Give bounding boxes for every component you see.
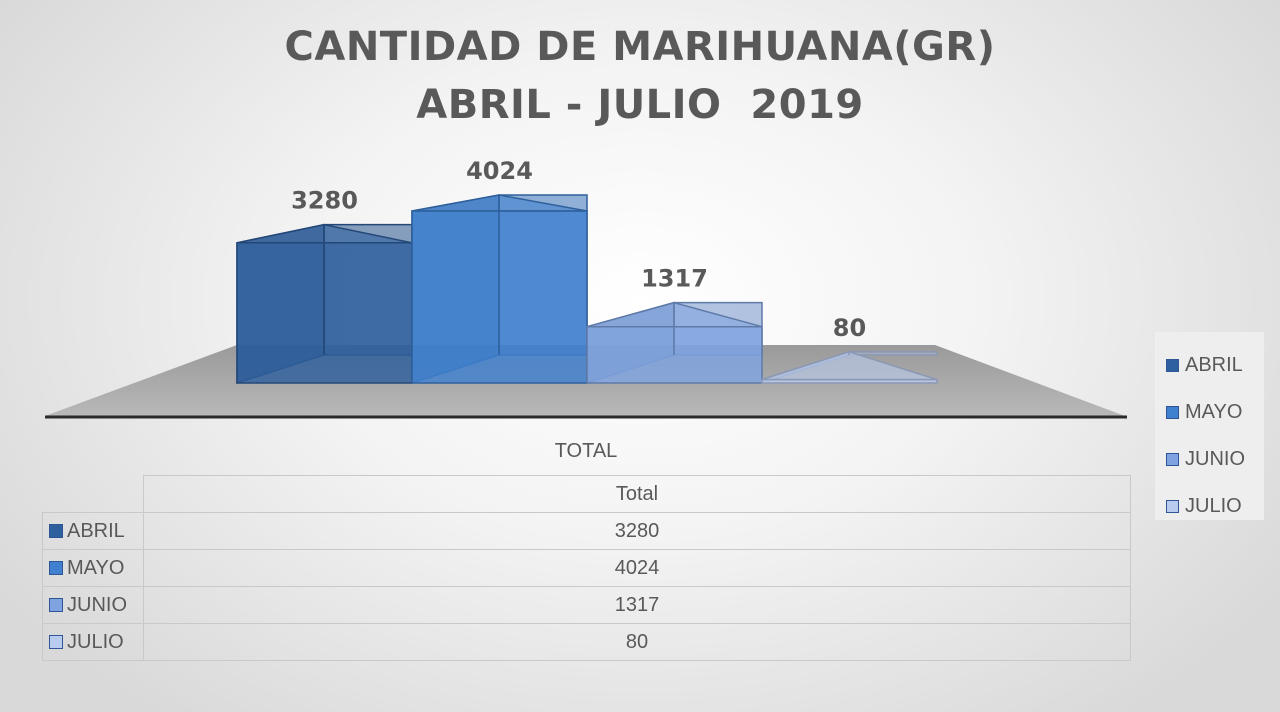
- data-table: Total ABRIL 3280 MAYO 4024 JUNIO 1317 JULIO 80: [42, 475, 1131, 661]
- legend-label: MAYO: [1185, 401, 1243, 423]
- table-row-label: JUNIO: [67, 593, 127, 616]
- table-row-header: MAYO: [42, 549, 144, 587]
- chart-title-line-1: CANTIDAD DE MARIHUANA(GR): [284, 24, 996, 70]
- table-legend-key: [49, 635, 63, 649]
- table-row-header: JUNIO: [42, 586, 144, 624]
- table-corner-cell: [43, 476, 144, 513]
- legend-label: JUNIO: [1185, 448, 1245, 470]
- legend-item-mayo: MAYO: [1155, 389, 1264, 436]
- x-axis-category-label: TOTAL: [555, 440, 618, 462]
- table-legend-key: [49, 598, 63, 612]
- legend: ABRIL MAYO JUNIO JULIO: [1155, 332, 1264, 520]
- table-cell-value: 4024: [143, 549, 1131, 587]
- data-label-mayo: 4024: [466, 157, 533, 185]
- table-cell-value: 3280: [143, 512, 1131, 550]
- table-row-label: MAYO: [67, 556, 125, 579]
- legend-label: ABRIL: [1185, 354, 1243, 376]
- table-header-row: Total: [43, 475, 1131, 513]
- table-column-header: Total: [143, 475, 1131, 513]
- table-cell-value: 1317: [143, 586, 1131, 624]
- legend-item-julio: JULIO: [1155, 483, 1264, 530]
- chart-title-line-2: ABRIL - JULIO 2019: [416, 82, 864, 128]
- table-row-label: ABRIL: [67, 519, 125, 542]
- table-row: JULIO 80: [42, 623, 1131, 661]
- legend-item-abril: ABRIL: [1155, 342, 1264, 389]
- table-legend-key: [49, 524, 63, 538]
- table-row-header: JULIO: [42, 623, 144, 661]
- table-row-header: ABRIL: [42, 512, 144, 550]
- data-label-abril: 3280: [291, 187, 358, 215]
- chart-title: CANTIDAD DE MARIHUANA(GR) ABRIL - JULIO …: [0, 18, 1280, 134]
- legend-item-junio: JUNIO: [1155, 436, 1264, 483]
- table-cell-value: 80: [143, 623, 1131, 661]
- legend-swatch: [1166, 406, 1179, 419]
- data-label-julio: 80: [833, 314, 866, 342]
- bars-group: 3280 4024 1317 80: [236, 157, 938, 385]
- legend-swatch: [1166, 453, 1179, 466]
- legend-swatch: [1166, 500, 1179, 513]
- chart-plot-area: 3280 4024 1317 80 TOTAL: [45, 157, 1127, 462]
- legend-label: JULIO: [1185, 495, 1242, 517]
- table-legend-key: [49, 561, 63, 575]
- legend-swatch: [1166, 359, 1179, 372]
- bar-julio: [761, 378, 938, 384]
- data-label-junio: 1317: [641, 265, 708, 293]
- table-row: JUNIO 1317: [42, 586, 1131, 624]
- table-row: ABRIL 3280: [42, 512, 1131, 550]
- bar-back-julio: [848, 351, 938, 356]
- table-row: MAYO 4024: [42, 549, 1131, 587]
- table-row-label: JULIO: [67, 630, 124, 653]
